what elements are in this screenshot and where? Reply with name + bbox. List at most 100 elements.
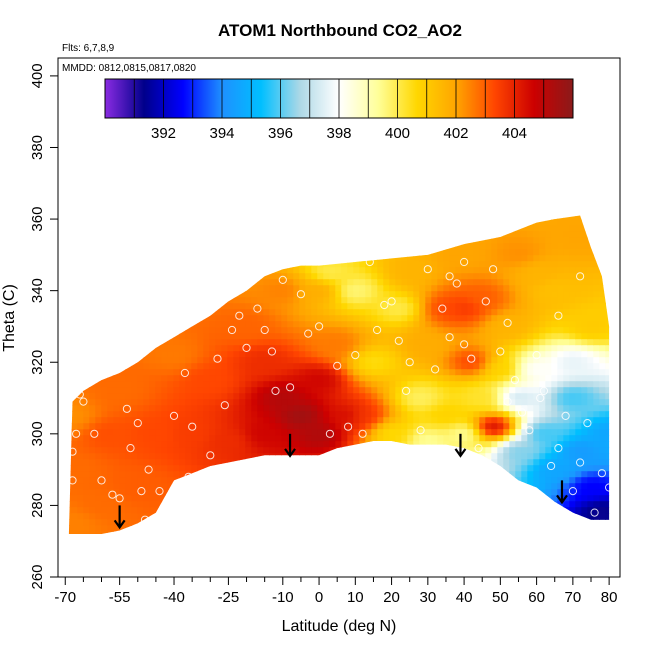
heatmap-cell xyxy=(329,327,336,334)
heatmap-cell xyxy=(461,405,468,412)
heatmap-cell xyxy=(287,297,294,304)
heatmap-cell xyxy=(353,285,360,292)
heatmap-cell xyxy=(131,369,138,376)
heatmap-cell xyxy=(275,351,282,358)
heatmap-cell xyxy=(227,417,234,424)
heatmap-cell xyxy=(245,411,252,418)
heatmap-cell xyxy=(383,369,390,376)
heatmap-cell xyxy=(131,417,138,424)
heatmap-cell xyxy=(209,411,216,418)
heatmap-cell xyxy=(455,309,462,316)
heatmap-cell xyxy=(347,369,354,376)
heatmap-cell xyxy=(569,423,576,430)
heatmap-cell xyxy=(527,453,534,460)
heatmap-cell xyxy=(131,375,138,382)
heatmap-cell xyxy=(179,363,186,370)
heatmap-cell xyxy=(449,261,456,268)
heatmap-cell xyxy=(137,495,144,502)
heatmap-cell xyxy=(125,381,132,388)
heatmap-cell xyxy=(521,321,528,328)
heatmap-cell xyxy=(557,471,564,478)
heatmap-cell xyxy=(587,249,594,256)
heatmap-cell xyxy=(563,483,570,490)
heatmap-cell xyxy=(563,219,570,226)
heatmap-cell xyxy=(137,513,144,520)
heatmap-cell xyxy=(491,237,498,244)
heatmap-cell xyxy=(545,261,552,268)
heatmap-cell xyxy=(557,297,564,304)
heatmap-cell xyxy=(443,429,450,436)
heatmap-cell xyxy=(509,363,516,370)
heatmap-cell xyxy=(545,267,552,274)
heatmap-cell xyxy=(431,327,438,334)
heatmap-cell xyxy=(443,291,450,298)
heatmap-cell xyxy=(383,405,390,412)
heatmap-cell xyxy=(377,285,384,292)
heatmap-cell xyxy=(563,459,570,466)
heatmap-cell xyxy=(233,363,240,370)
heatmap-cell xyxy=(377,393,384,400)
heatmap-cell xyxy=(395,387,402,394)
heatmap-cell xyxy=(155,423,162,430)
heatmap-cell xyxy=(449,441,456,448)
heatmap-cell xyxy=(575,267,582,274)
heatmap-cell xyxy=(563,393,570,400)
heatmap-cell xyxy=(83,417,90,424)
heatmap-cell xyxy=(521,369,528,376)
heatmap-cell xyxy=(371,309,378,316)
heatmap-cell xyxy=(257,285,264,292)
heatmap-cell xyxy=(545,381,552,388)
heatmap-cell xyxy=(425,369,432,376)
heatmap-cell xyxy=(413,393,420,400)
heatmap-cell xyxy=(68,531,72,534)
heatmap-cell xyxy=(281,339,288,346)
heatmap-cell xyxy=(545,255,552,262)
heatmap-cell xyxy=(425,315,432,322)
heatmap-cell xyxy=(575,321,582,328)
heatmap-cell xyxy=(557,465,564,472)
heatmap-cell xyxy=(437,435,444,442)
heatmap-cell xyxy=(95,459,102,466)
heatmap-cell xyxy=(203,429,210,436)
heatmap-cell xyxy=(215,351,222,358)
heatmap-cell xyxy=(407,423,414,430)
heatmap-cell xyxy=(155,471,162,478)
heatmap-cell xyxy=(329,429,336,436)
heatmap-cell xyxy=(95,447,102,454)
heatmap-cell xyxy=(197,447,204,454)
heatmap-cell xyxy=(515,249,522,256)
heatmap-cell xyxy=(431,267,438,274)
heatmap-cell xyxy=(149,447,156,454)
heatmap-cell xyxy=(335,393,342,400)
heatmap-cell xyxy=(455,411,462,418)
heatmap-cell xyxy=(221,393,228,400)
heatmap-cell xyxy=(251,357,258,364)
heatmap-cell xyxy=(389,375,396,382)
heatmap-cell xyxy=(107,501,114,508)
heatmap-cell xyxy=(119,423,126,430)
heatmap-cell xyxy=(425,393,432,400)
heatmap-cell xyxy=(257,393,264,400)
heatmap-cell xyxy=(383,327,390,334)
heatmap-cell xyxy=(497,327,504,334)
heatmap-cell xyxy=(563,357,570,364)
heatmap-cell xyxy=(473,339,480,346)
heatmap-cell xyxy=(83,459,90,466)
heatmap-cell xyxy=(503,345,510,352)
heatmap-cell xyxy=(563,321,570,328)
heatmap-cell xyxy=(557,339,564,346)
heatmap-cell xyxy=(239,363,246,370)
heatmap-cell xyxy=(437,363,444,370)
heatmap-cell xyxy=(239,435,246,442)
heatmap-cell xyxy=(131,465,138,472)
heatmap-cell xyxy=(197,441,204,448)
heatmap-cell xyxy=(257,291,264,298)
heatmap-cell xyxy=(131,471,138,478)
heatmap-cell xyxy=(209,405,216,412)
heatmap-cell xyxy=(275,429,282,436)
heatmap-cell xyxy=(101,513,108,520)
heatmap-cell xyxy=(71,525,78,532)
heatmap-cell xyxy=(251,291,258,298)
heatmap-cell xyxy=(143,381,150,388)
heatmap-cell xyxy=(461,369,468,376)
